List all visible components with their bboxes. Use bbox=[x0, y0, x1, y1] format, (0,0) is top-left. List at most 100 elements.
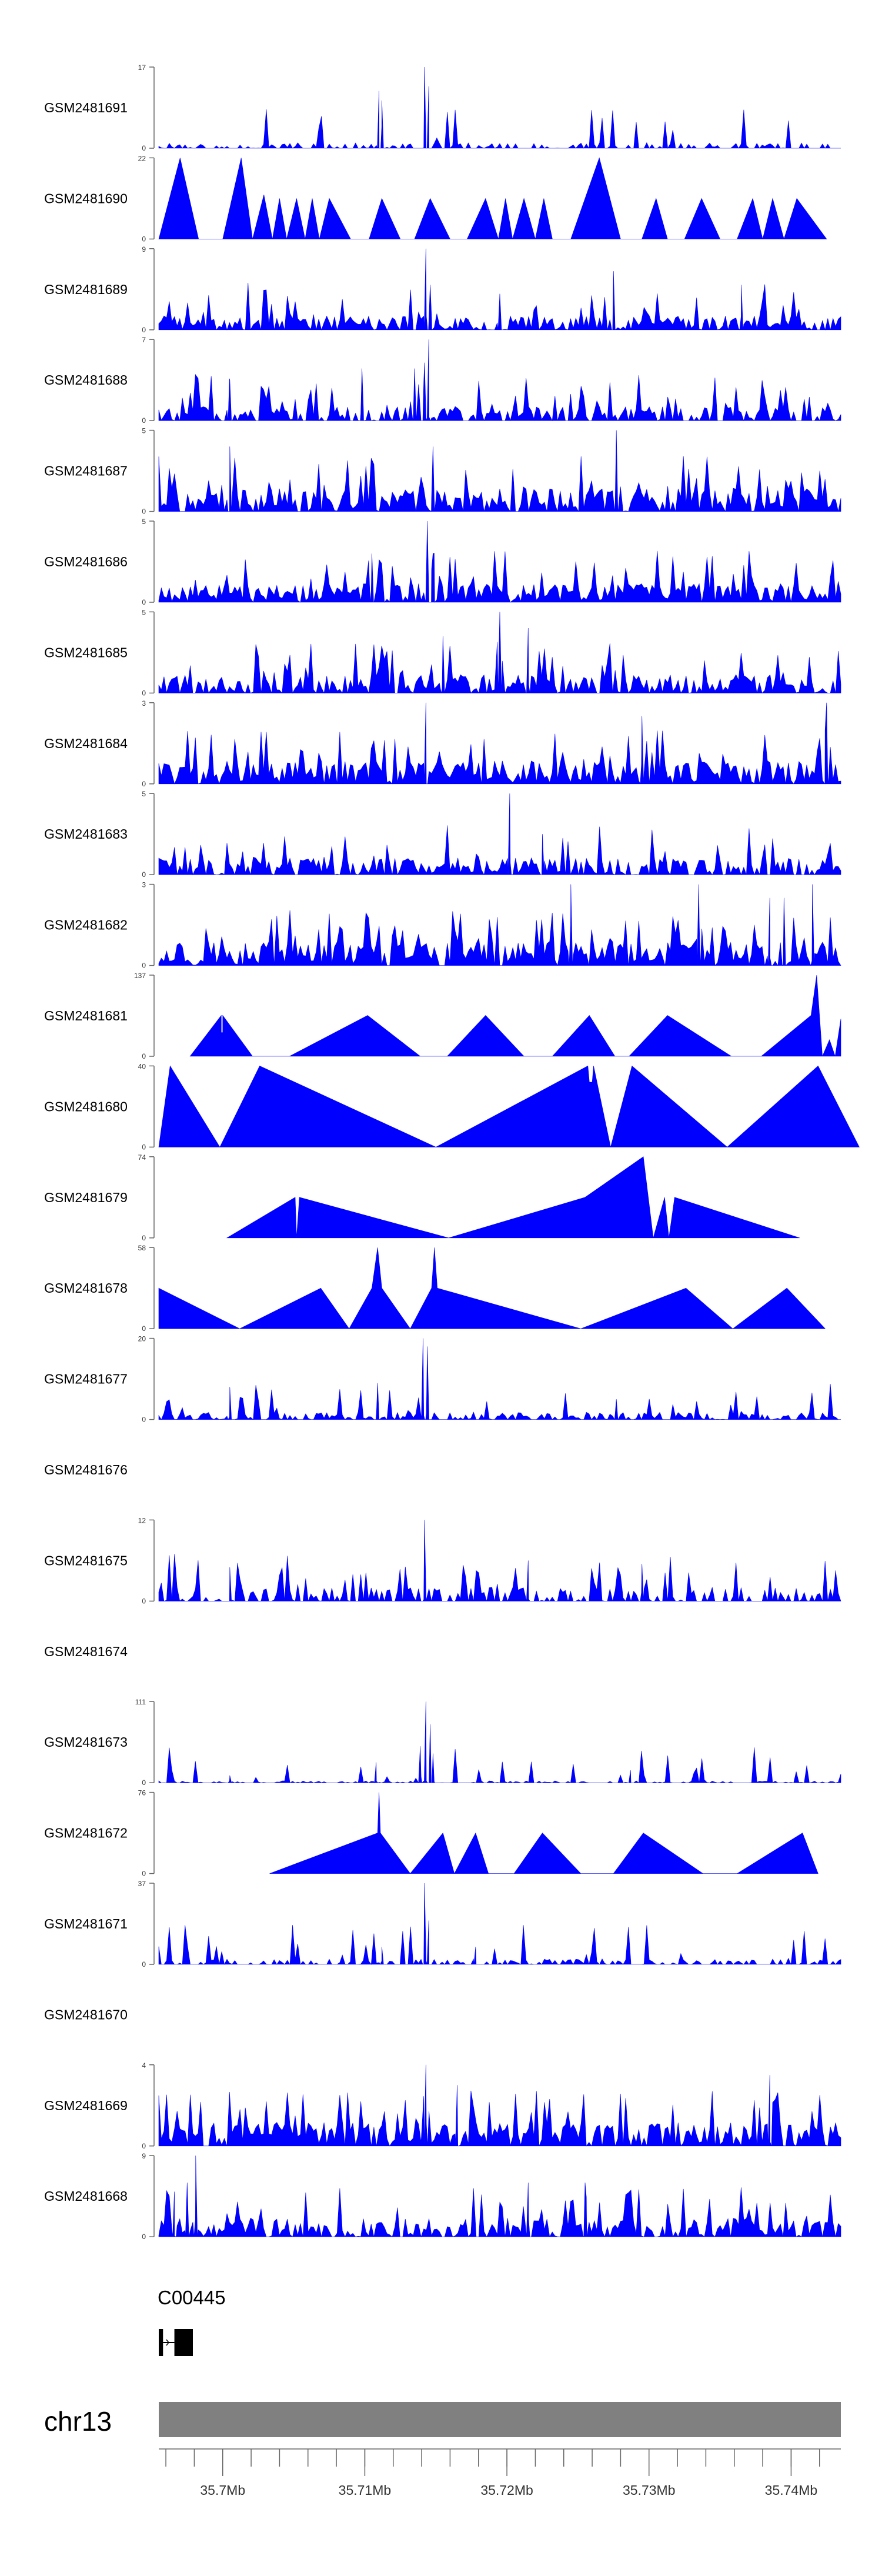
y-tick-label-zero: 0 bbox=[142, 1143, 146, 1151]
track-label: GSM2481691 bbox=[44, 100, 128, 115]
signal-area bbox=[158, 66, 841, 149]
gene-exon bbox=[159, 2329, 163, 2356]
signal-area bbox=[158, 520, 841, 603]
y-tick-label-max: 74 bbox=[138, 1153, 146, 1162]
y-tick-label-max: 137 bbox=[134, 972, 146, 980]
track-label: GSM2481684 bbox=[44, 736, 128, 751]
track-label: GSM2481686 bbox=[44, 554, 128, 569]
gene-track: C00445 bbox=[158, 2287, 226, 2356]
track-label: GSM2481683 bbox=[44, 826, 128, 842]
y-tick-label-max: 5 bbox=[142, 608, 146, 616]
track-GSM2481681: GSM2481681 137 0 bbox=[44, 972, 841, 1060]
y-tick-label-max: 76 bbox=[138, 1789, 146, 1797]
y-tick-label-max: 17 bbox=[138, 64, 146, 72]
y-tick-label-zero: 0 bbox=[142, 508, 146, 516]
signal-area bbox=[158, 157, 827, 240]
track-label: GSM2481676 bbox=[44, 1462, 128, 1477]
track-label: GSM2481672 bbox=[44, 1826, 128, 1841]
track-GSM2481686: GSM2481686 5 0 bbox=[44, 518, 841, 606]
signal-area bbox=[158, 612, 841, 694]
y-tick-label-max: 4 bbox=[142, 2061, 146, 2070]
track-label: GSM2481681 bbox=[44, 1008, 128, 1023]
signal-area bbox=[189, 975, 841, 1057]
y-tick-label-max: 3 bbox=[142, 881, 146, 889]
signal-area bbox=[158, 339, 841, 422]
track-GSM2481691: GSM2481691 17 0 bbox=[44, 64, 841, 152]
track-label: GSM2481685 bbox=[44, 645, 128, 660]
signal-area bbox=[158, 248, 841, 331]
track-label: GSM2481682 bbox=[44, 917, 128, 933]
y-tick-label-max: 37 bbox=[138, 1880, 146, 1888]
x-tick-label: 35.7Mb bbox=[200, 2482, 245, 2498]
track-label: GSM2481690 bbox=[44, 191, 128, 206]
track-GSM2481684: GSM2481684 3 0 bbox=[44, 699, 841, 788]
y-tick-label-zero: 0 bbox=[142, 2142, 146, 2150]
signal-area bbox=[158, 2155, 841, 2238]
x-tick-label: 35.73Mb bbox=[623, 2482, 676, 2498]
y-tick-label-zero: 0 bbox=[142, 1597, 146, 1605]
track-GSM2481683: GSM2481683 5 0 bbox=[44, 790, 841, 879]
track-label: GSM2481674 bbox=[44, 1644, 128, 1659]
track-label: GSM2481689 bbox=[44, 282, 128, 297]
y-tick-label-zero: 0 bbox=[142, 235, 146, 243]
track-GSM2481671: GSM2481671 37 0 bbox=[44, 1880, 841, 1968]
y-tick-label-max: 111 bbox=[135, 1698, 146, 1706]
y-tick-label-max: 58 bbox=[138, 1244, 146, 1252]
y-tick-label-zero: 0 bbox=[142, 870, 146, 879]
y-tick-label-zero: 0 bbox=[142, 2233, 146, 2241]
y-tick-label-zero: 0 bbox=[142, 1960, 146, 1968]
y-tick-label-zero: 0 bbox=[142, 598, 146, 606]
chromosome-ideogram-bar bbox=[159, 2402, 841, 2437]
track-label: GSM2481687 bbox=[44, 463, 128, 479]
track-label: GSM2481688 bbox=[44, 372, 128, 388]
signal-area bbox=[158, 2064, 841, 2147]
track-label: GSM2481673 bbox=[44, 1734, 128, 1750]
track-label: GSM2481671 bbox=[44, 1916, 128, 1931]
track-label: GSM2481679 bbox=[44, 1190, 128, 1205]
y-tick-label-zero: 0 bbox=[142, 326, 146, 334]
y-tick-label-max: 3 bbox=[142, 699, 146, 708]
y-tick-label-zero: 0 bbox=[142, 1234, 146, 1242]
tracks-layer: GSM2481691170GSM2481690220GSM248168990GS… bbox=[44, 64, 860, 2241]
y-tick-label-zero: 0 bbox=[142, 1778, 146, 1787]
y-tick-label-max: 9 bbox=[142, 2152, 146, 2160]
y-tick-label-max: 12 bbox=[138, 1516, 146, 1524]
track-label: GSM2481675 bbox=[44, 1553, 128, 1568]
track-GSM2481673: GSM2481673 111 0 bbox=[44, 1698, 841, 1787]
gene-model bbox=[159, 2329, 193, 2356]
y-tick-label-max: 40 bbox=[138, 1062, 146, 1070]
track-GSM2481676: GSM2481676 bbox=[44, 1462, 128, 1477]
gene-exon bbox=[174, 2329, 193, 2356]
signal-area bbox=[158, 1247, 826, 1329]
x-tick-label: 35.72Mb bbox=[480, 2482, 533, 2498]
track-GSM2481675: GSM2481675 12 0 bbox=[44, 1516, 841, 1605]
track-GSM2481672: GSM2481672 76 0 bbox=[44, 1789, 818, 1878]
x-tick-label: 35.74Mb bbox=[765, 2482, 818, 2498]
signal-area bbox=[158, 1701, 841, 1784]
y-tick-label-zero: 0 bbox=[142, 416, 146, 425]
y-tick-label-zero: 0 bbox=[142, 1324, 146, 1333]
track-label: GSM2481678 bbox=[44, 1280, 128, 1296]
track-GSM2481680: GSM2481680 40 0 bbox=[44, 1062, 860, 1151]
y-tick-label-max: 5 bbox=[142, 518, 146, 526]
track-label: GSM2481680 bbox=[44, 1099, 128, 1114]
track-label: GSM2481669 bbox=[44, 2098, 128, 2113]
signal-area bbox=[158, 1883, 841, 1966]
signal-area bbox=[158, 1520, 841, 1602]
ideogram-track: chr13 bbox=[44, 2402, 841, 2437]
y-tick-label-max: 20 bbox=[138, 1335, 146, 1343]
y-tick-label-max: 9 bbox=[142, 245, 146, 253]
y-tick-label-zero: 0 bbox=[142, 1416, 146, 1424]
x-tick-label: 35.71Mb bbox=[339, 2482, 392, 2498]
y-tick-label-max: 22 bbox=[138, 154, 146, 162]
track-GSM2481678: GSM2481678 58 0 bbox=[44, 1244, 826, 1333]
track-GSM2481685: GSM2481685 5 0 bbox=[44, 608, 841, 697]
gene-label: C00445 bbox=[158, 2287, 226, 2308]
signal-area bbox=[269, 1792, 818, 1874]
y-tick-label-zero: 0 bbox=[142, 689, 146, 697]
track-GSM2481690: GSM2481690 22 0 bbox=[44, 154, 827, 243]
y-tick-label-max: 5 bbox=[142, 427, 146, 435]
y-tick-label-zero: 0 bbox=[142, 144, 146, 152]
signal-area bbox=[158, 430, 841, 512]
track-GSM2481682: GSM2481682 3 0 bbox=[44, 881, 841, 970]
